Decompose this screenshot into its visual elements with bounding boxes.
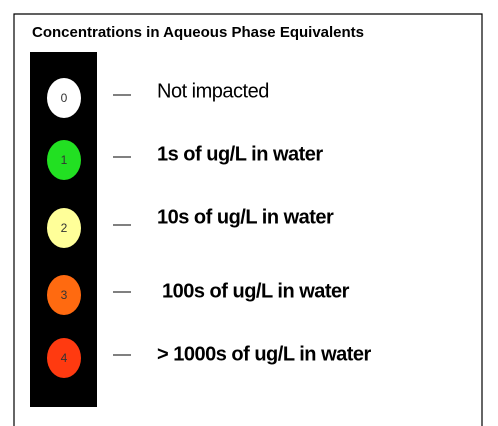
level-label: Not impacted bbox=[157, 80, 269, 102]
frame bbox=[13, 13, 483, 426]
level-label: > 1000s of ug/L in water bbox=[157, 343, 372, 365]
title: Concentrations in Aqueous Phase Equivale… bbox=[32, 24, 364, 41]
items: 0 Not impacted 1 1s of ug/L in water 2 10s of… bbox=[47, 78, 372, 378]
signal-light bbox=[47, 338, 81, 378]
level-label: 100s of ug/L in water bbox=[162, 280, 350, 302]
signal-code: 4 bbox=[61, 351, 68, 365]
signal-light bbox=[47, 140, 81, 180]
signal-light bbox=[47, 208, 81, 248]
signal-light bbox=[47, 275, 81, 315]
signal-light bbox=[47, 78, 81, 118]
level-label: 10s of ug/L in water bbox=[157, 206, 334, 228]
signal-code: 3 bbox=[61, 288, 68, 302]
signal-code: 0 bbox=[61, 91, 68, 105]
signal-code: 2 bbox=[61, 221, 68, 235]
signal-code: 1 bbox=[61, 153, 68, 167]
level-label: 1s of ug/L in water bbox=[157, 143, 323, 165]
